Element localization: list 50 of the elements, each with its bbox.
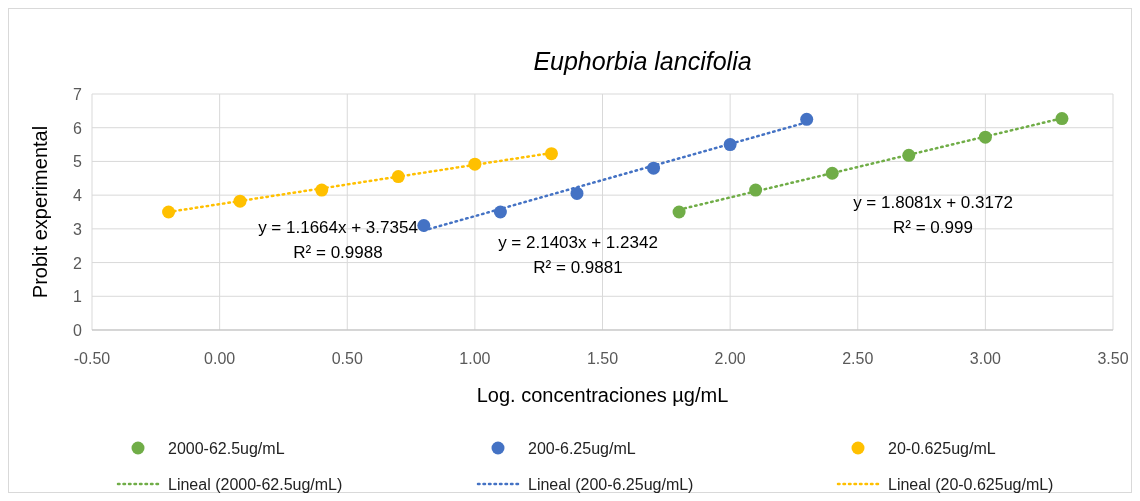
annotation: y = 1.1664x + 3.7354	[258, 218, 418, 237]
x-tick-label: 0.00	[204, 350, 236, 367]
point	[570, 186, 584, 200]
point	[417, 218, 431, 232]
annotation: R² = 0.9988	[293, 243, 383, 262]
point	[315, 183, 329, 197]
legend-label: Lineal (2000-62.5ug/mL)	[168, 476, 343, 493]
y-tick-label: 3	[73, 220, 83, 238]
x-tick-label: 3.50	[1097, 350, 1129, 367]
legend-label: Lineal (200-6.25ug/mL)	[528, 476, 694, 493]
y-tick-label: 4	[73, 187, 83, 205]
legend-label: 20-0.625ug/mL	[888, 440, 996, 457]
y-axis-title: Probit experimental	[29, 125, 51, 299]
x-tick-label: 2.00	[714, 350, 746, 367]
x-tick-label: 2.50	[842, 350, 874, 367]
point	[902, 148, 916, 162]
point	[1055, 112, 1069, 126]
point	[391, 170, 405, 184]
point	[800, 112, 814, 126]
x-tick-label: 1.00	[459, 350, 491, 367]
y-tick-label: 1	[73, 288, 83, 306]
point	[544, 147, 558, 161]
point	[723, 138, 737, 152]
x-tick-label: 3.00	[969, 350, 1002, 367]
annotation: y = 1.8081x + 0.3172	[853, 193, 1013, 212]
annotation: y = 2.1403x + 1.2342	[498, 233, 658, 252]
annotation: R² = 0.9881	[533, 258, 623, 277]
point	[647, 161, 661, 175]
y-tick-label: 0	[73, 322, 83, 339]
point	[672, 205, 686, 219]
x-tick-label: -0.50	[73, 350, 111, 367]
y-tick-label: 5	[73, 153, 83, 171]
x-tick-label: 0.50	[331, 350, 363, 367]
y-tick-label: 6	[73, 119, 83, 137]
point	[825, 166, 839, 180]
point	[493, 205, 507, 219]
y-tick-label: 7	[73, 86, 83, 103]
chart-title: Euphorbia lancifolia	[533, 47, 752, 75]
legend-label: 200-6.25ug/mL	[528, 440, 636, 457]
point	[978, 130, 992, 144]
x-tick-label: 1.50	[586, 350, 619, 367]
y-tick-label: 2	[73, 254, 83, 272]
point	[162, 205, 176, 219]
point	[468, 157, 482, 171]
x-axis-title: Log. concentraciones µg/mL	[476, 384, 729, 406]
point	[233, 194, 247, 208]
point	[749, 183, 763, 197]
legend-label: 2000-62.5ug/mL	[168, 440, 285, 457]
annotation: R² = 0.999	[893, 218, 973, 237]
legend-label: Lineal (20-0.625ug/mL)	[888, 476, 1054, 493]
